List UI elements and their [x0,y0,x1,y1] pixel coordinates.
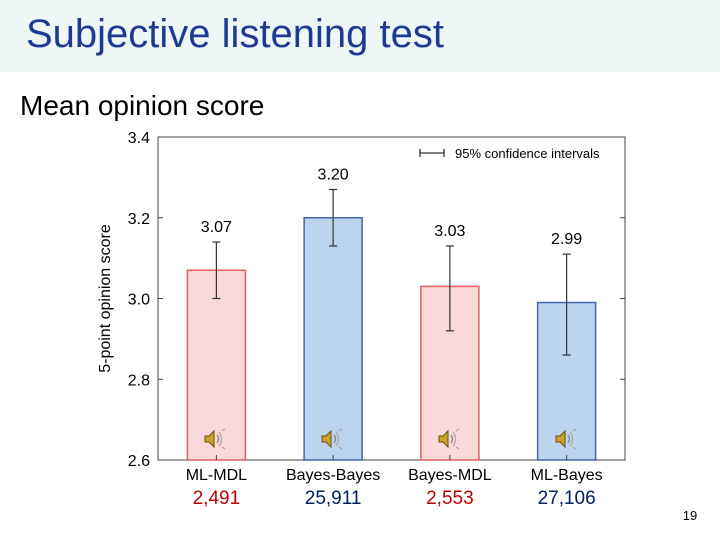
value-label: 3.20 [318,166,349,183]
slide-title: Subjective listening test [26,12,445,56]
y-tick-label: 3.2 [128,211,150,228]
legend-label: 95% confidence intervals [455,146,600,161]
sample-count: 2,553 [426,488,474,509]
y-tick-label: 2.8 [128,372,150,389]
x-tick-label: ML-MDL [186,467,247,484]
bar [186,269,247,461]
y-axis-label: 5-point opinion score [97,224,114,373]
speaker-icon[interactable] [554,428,576,450]
y-tick-label: 3.4 [128,130,150,147]
speaker-icon[interactable] [203,428,226,450]
title-bar [0,0,720,72]
sample-count: 25,911 [304,488,362,509]
x-tick-label: ML-Bayes [531,467,603,484]
speaker-icon[interactable] [320,428,343,450]
value-label: 3.03 [434,223,465,240]
value-label: 2.99 [551,231,582,248]
slide-subtitle: Mean opinion score [20,90,265,121]
x-tick-label: Bayes-Bayes [286,467,380,484]
y-tick-label: 2.6 [128,453,150,470]
sample-count: 2,491 [192,488,241,509]
speaker-icon[interactable] [437,428,460,450]
x-tick-label: Bayes-MDL [408,467,492,484]
sample-count: 27,106 [537,488,596,509]
y-tick-label: 3.0 [128,292,150,309]
bar [303,217,363,461]
value-label: 3.07 [201,219,232,236]
page-number: 19 [682,508,698,523]
